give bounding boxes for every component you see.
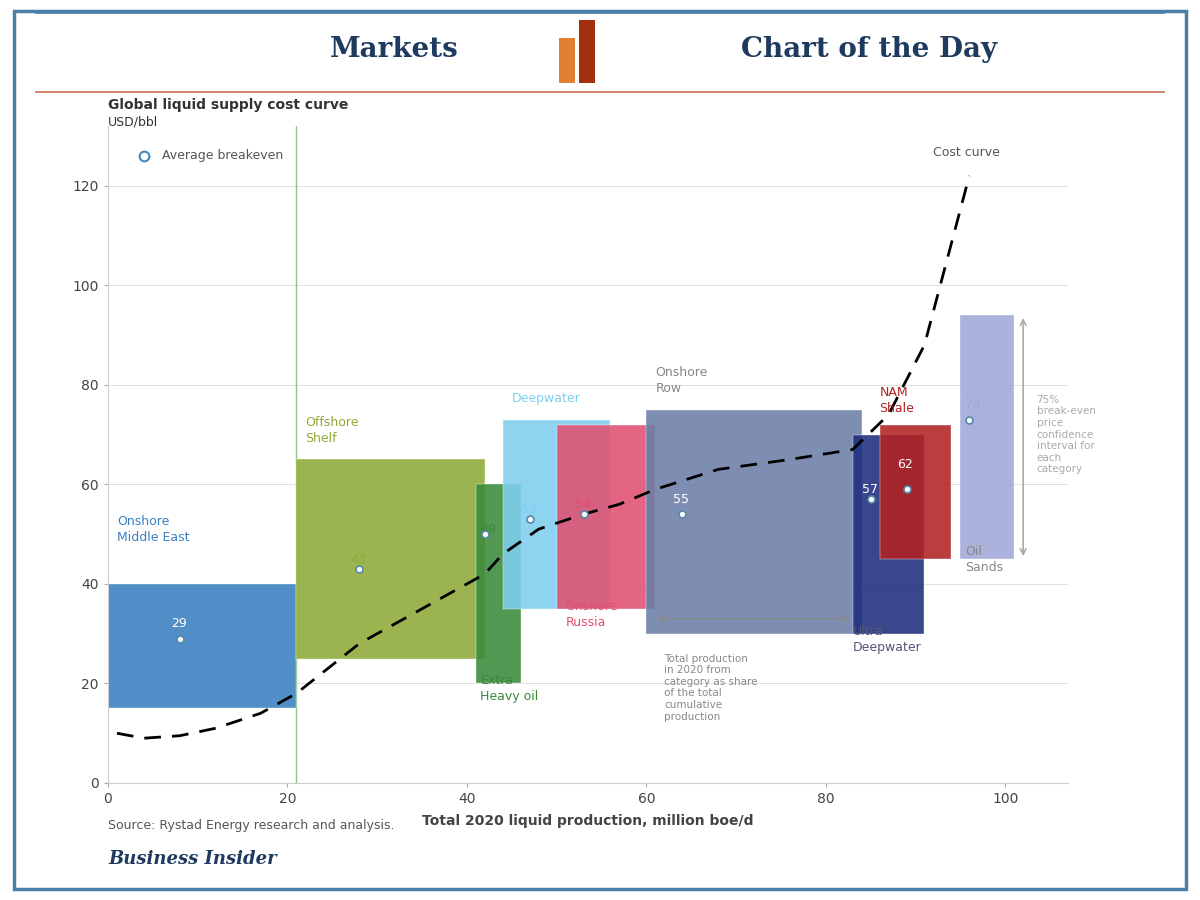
Text: 53: 53 — [521, 503, 536, 516]
Bar — [960, 315, 1014, 559]
Text: 49: 49 — [480, 523, 496, 536]
Text: Ultra
Deepwater: Ultra Deepwater — [853, 625, 922, 653]
Text: Offshore
Shelf: Offshore Shelf — [305, 416, 359, 445]
Text: Extra
Heavy oil: Extra Heavy oil — [480, 674, 539, 704]
Text: NAM
Shale: NAM Shale — [880, 386, 914, 415]
Text: Markets: Markets — [330, 36, 458, 63]
X-axis label: Total 2020 liquid production, million boe/d: Total 2020 liquid production, million bo… — [422, 814, 754, 828]
Text: 54: 54 — [575, 498, 590, 511]
Text: Business Insider: Business Insider — [108, 850, 277, 868]
Bar — [108, 584, 296, 708]
Text: 29: 29 — [170, 617, 186, 630]
Bar — [503, 419, 611, 608]
Text: USD/bbl: USD/bbl — [108, 116, 158, 129]
Bar — [476, 484, 521, 683]
Text: Oil
Sands: Oil Sands — [965, 545, 1003, 574]
Text: Total production
in 2020 from
category as share
of the total
cumulative
producti: Total production in 2020 from category a… — [665, 653, 757, 722]
Text: Deepwater: Deepwater — [511, 392, 581, 405]
Text: 74: 74 — [965, 398, 980, 411]
Bar — [559, 38, 575, 83]
Bar — [296, 460, 485, 659]
Bar — [853, 435, 924, 634]
Bar — [557, 425, 655, 608]
Text: 62: 62 — [898, 458, 913, 471]
Text: Source: Rystad Energy research and analysis.: Source: Rystad Energy research and analy… — [108, 820, 395, 832]
Text: Chart of the Day: Chart of the Day — [742, 36, 997, 63]
Bar — [647, 410, 862, 634]
Text: 57: 57 — [862, 482, 877, 496]
Text: 43: 43 — [350, 553, 366, 565]
Bar — [880, 425, 952, 559]
Text: Global liquid supply cost curve: Global liquid supply cost curve — [108, 98, 348, 112]
Bar — [578, 20, 595, 83]
Text: Onshore
Russia: Onshore Russia — [565, 599, 618, 629]
Text: Average breakeven: Average breakeven — [162, 149, 283, 162]
Text: 75%
break-even
price
confidence
interval for
each
category: 75% break-even price confidence interval… — [1037, 395, 1096, 474]
Text: Cost curve: Cost curve — [934, 146, 1001, 159]
Text: Onshore
Middle East: Onshore Middle East — [116, 515, 190, 544]
Text: Onshore
Row: Onshore Row — [655, 365, 708, 395]
Text: 55: 55 — [673, 493, 689, 506]
